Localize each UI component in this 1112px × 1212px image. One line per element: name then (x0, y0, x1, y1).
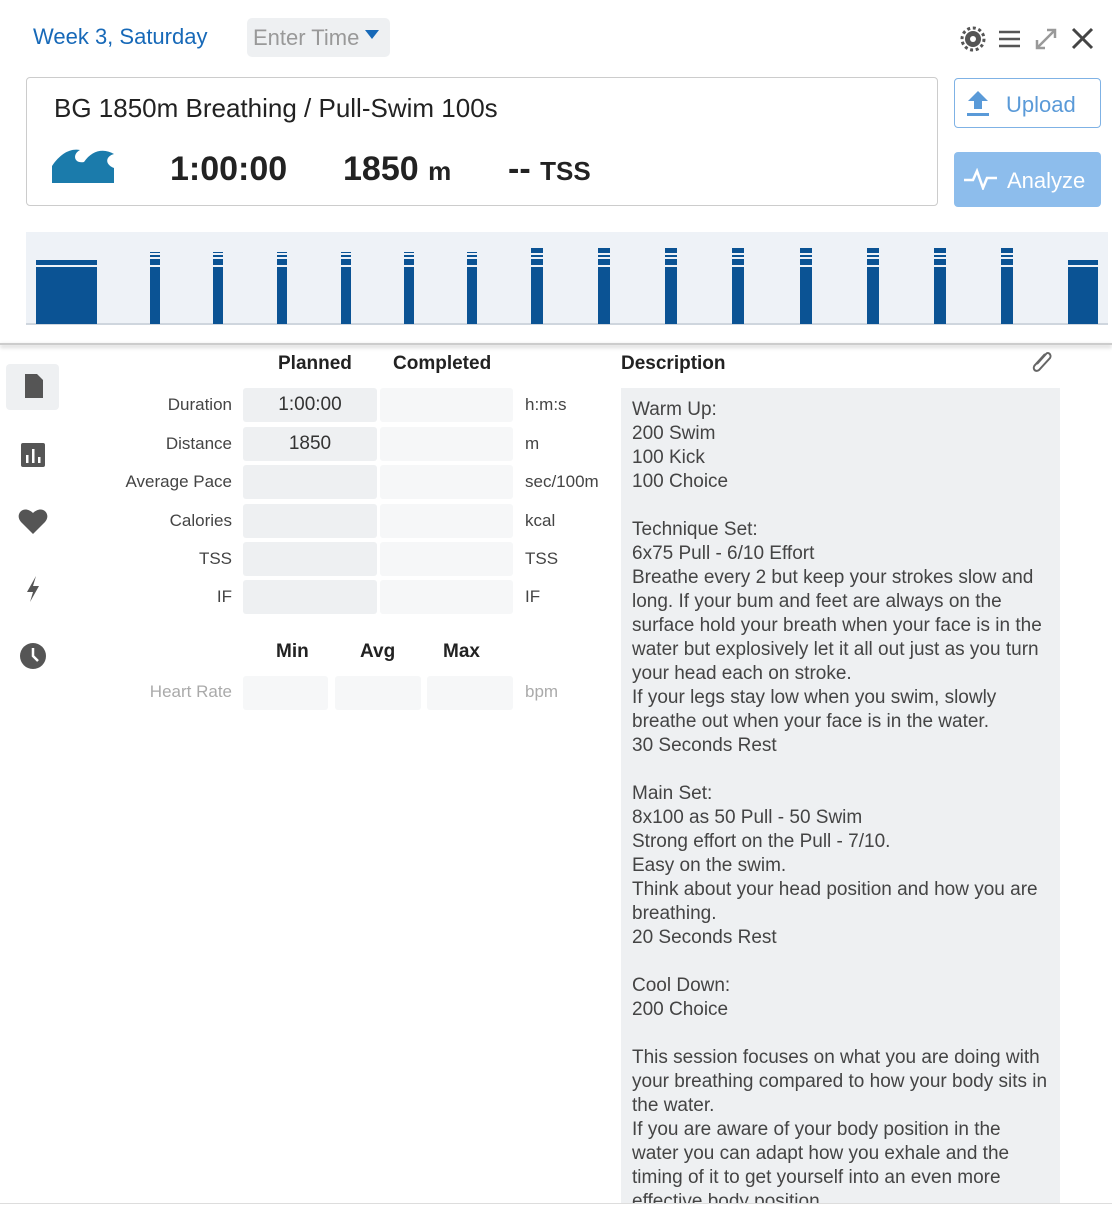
settings-icon[interactable] (960, 26, 986, 52)
planned-input[interactable] (243, 542, 377, 576)
dropdown-arrow (365, 30, 379, 39)
unit: m (525, 434, 540, 453)
description-line: Strong effort on the Pull - 7/10. (632, 831, 891, 852)
completed-input[interactable] (380, 465, 513, 499)
column-header: Avg (360, 641, 396, 662)
time-input[interactable]: Enter Time (247, 18, 390, 57)
description-line: Warm Up: (632, 399, 717, 420)
description-paragraph: Technique Set: 6x75 Pull - 6/10 Effort Bre… (632, 518, 1050, 758)
stats-icon[interactable] (21, 443, 45, 467)
upload-label: Upload (1006, 92, 1076, 117)
hr-avg-input[interactable] (335, 676, 421, 710)
distance: 1850 (343, 150, 419, 188)
tss-unit: TSS (540, 156, 591, 186)
upload-button[interactable]: Upload (954, 78, 1101, 128)
analyze-label: Analyze (1007, 168, 1086, 193)
completed-input[interactable] (380, 580, 513, 614)
description-line: 200 Swim (632, 423, 716, 444)
description-paragraph: This session focuses on what you are doi… (632, 1046, 1050, 1212)
column-header: Completed (393, 353, 492, 374)
description-line: If your legs stay low when you swim, slo… (632, 687, 997, 732)
divider (0, 343, 1112, 345)
window-controls (960, 26, 1094, 52)
description-paragraph: Warm Up: 200 Swim 100 Kick 100 Choice (632, 398, 1050, 494)
description-line: This session focuses on what you are doi… (632, 1047, 1048, 1116)
description-line: Breathe every 2 but keep your strokes sl… (632, 567, 1042, 684)
tss: -- (508, 150, 531, 188)
analyze-icon (964, 168, 997, 190)
row-label: Distance (165, 434, 232, 453)
completed-input[interactable] (380, 504, 513, 538)
description-line: Technique Set: (632, 519, 758, 540)
description-paragraph: Main Set: 8x100 as 50 Pull - 50 Swim Stron… (632, 782, 1050, 950)
distance-unit: m (428, 156, 452, 186)
time-placeholder: Enter Time (253, 25, 360, 50)
attach-icon[interactable] (1030, 348, 1054, 376)
description-line: 100 Choice (632, 471, 729, 492)
power-icon[interactable] (27, 576, 39, 602)
row-label: Heart Rate (149, 682, 232, 701)
planned-input[interactable] (243, 465, 377, 499)
workout-title: BG 1850m Breathing / Pull-Swim 100s (54, 93, 498, 123)
description-line: 8x100 as 50 Pull - 50 Swim (632, 807, 863, 828)
description-line: 200 Choice (632, 999, 729, 1020)
planned-input[interactable]: 1850 (243, 427, 377, 461)
hr-max-input[interactable] (427, 676, 513, 710)
completed-input[interactable] (380, 427, 513, 461)
planned-input[interactable] (243, 580, 377, 614)
workout-card (26, 77, 938, 206)
description-title: Description (621, 353, 726, 374)
description-line: 20 Seconds Rest (632, 927, 777, 948)
heart-icon[interactable] (18, 509, 48, 534)
description-line: 6x75 Pull - 6/10 Effort (632, 543, 815, 564)
description-box[interactable]: Warm Up: 200 Swim 100 Kick 100 Choice Techni… (621, 388, 1060, 1212)
menu-icon[interactable] (999, 30, 1020, 48)
description-line: 100 Kick (632, 447, 705, 468)
description-line: Main Set: (632, 783, 713, 804)
clock-icon[interactable] (20, 643, 46, 669)
upload-icon (967, 91, 989, 116)
description-line: 30 Seconds Rest (632, 735, 777, 756)
file-icon[interactable] (25, 374, 43, 398)
row-label: Duration (167, 395, 232, 414)
row-label: IF (216, 587, 232, 606)
completed-input[interactable] (380, 388, 513, 422)
duration: 1:00:00 (170, 150, 288, 188)
swim-icon (52, 149, 114, 183)
row-label: Calories (169, 511, 232, 530)
unit: TSS (525, 549, 559, 568)
completed-input[interactable] (380, 542, 513, 576)
expand-icon[interactable] (1035, 28, 1057, 50)
unit: bpm (525, 682, 559, 701)
footer (0, 1203, 1112, 1212)
row-label: Average Pace (125, 472, 232, 491)
hr-min-input[interactable] (243, 676, 328, 710)
column-header: Planned (278, 353, 352, 374)
column-header: Max (443, 641, 480, 662)
analyze-button[interactable]: Analyze (954, 152, 1101, 207)
description-paragraph: Cool Down: 200 Choice (632, 974, 1050, 1022)
row-label: TSS (198, 549, 232, 568)
workout-profile (26, 232, 1108, 325)
description-line: Think about your head position and how y… (632, 879, 1038, 924)
sidebar (6, 364, 59, 669)
description-line: If you are aware of your body position i… (632, 1119, 1010, 1212)
unit: h:m:s (525, 395, 567, 414)
planned-input[interactable]: 1:00:00 (243, 388, 377, 422)
close-icon[interactable] (1071, 27, 1094, 50)
description-line: Cool Down: (632, 975, 731, 996)
description-line: Easy on the swim. (632, 855, 787, 876)
unit: kcal (525, 511, 556, 530)
unit: IF (525, 587, 541, 606)
column-header: Min (276, 641, 309, 662)
unit: sec/100m (525, 472, 599, 491)
planned-input[interactable] (243, 504, 377, 538)
day-title: Week 3, Saturday (33, 24, 208, 49)
